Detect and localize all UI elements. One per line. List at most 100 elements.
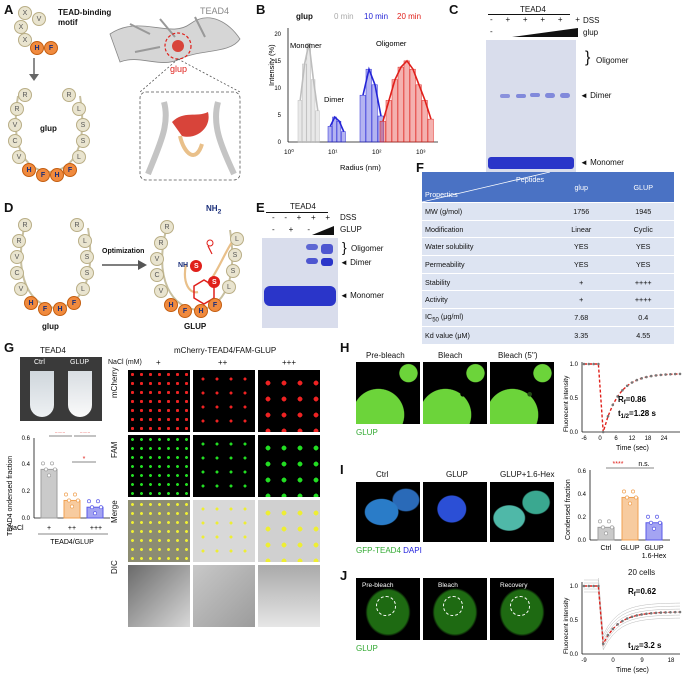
nh2-label: NH2 [206, 204, 222, 216]
bead: F [63, 163, 77, 177]
bead: H [53, 302, 67, 316]
frap-point [597, 362, 600, 366]
data-point [96, 499, 100, 504]
frap-point [611, 403, 615, 407]
properties-table: Peptides Properties glup GLUP MW (g/mol)… [422, 172, 674, 345]
dls-bar [403, 60, 410, 143]
dls-ytick: 0 [278, 140, 282, 146]
frap-point [630, 615, 634, 619]
svg-text:Ctrl: Ctrl [601, 545, 612, 552]
protein-label: TEAD4 [200, 6, 230, 16]
motif-title: TEAD-binding motif [58, 8, 112, 27]
bead: L [222, 280, 236, 294]
panel-label-c: C [449, 2, 459, 17]
svg-text:Rf=0.62: Rf=0.62 [628, 587, 657, 598]
gel-e-dss: - [284, 213, 287, 222]
data-point [655, 514, 659, 519]
optimization-arrow-icon [102, 260, 147, 270]
bead: H [164, 298, 178, 312]
data-point [607, 519, 611, 524]
panel-label-g: G [4, 340, 15, 355]
data-point [70, 504, 74, 509]
frap-point [669, 610, 672, 614]
frap-point [678, 372, 682, 376]
bead: L [230, 232, 244, 246]
th-properties: Properties [425, 190, 458, 199]
bead: L [76, 282, 90, 296]
dls-bar [359, 94, 366, 143]
panel-label-e: E [256, 200, 265, 215]
data-point [634, 495, 638, 500]
dls-bar [341, 131, 346, 143]
frap-point [640, 613, 643, 616]
gel-e-row1-label: DSS [340, 213, 357, 222]
legend-title: glup [296, 12, 313, 21]
svg-text:24: 24 [661, 436, 668, 442]
frap-point [582, 362, 586, 366]
dls-xtick: 10² [372, 149, 382, 156]
bead: R [12, 234, 26, 248]
svg-text:0.5: 0.5 [570, 618, 579, 624]
data-point [67, 498, 71, 503]
frap-point [606, 633, 610, 637]
dls-oligomer-label: Oligomer [376, 39, 407, 48]
frap-point [673, 372, 677, 376]
dls-bar [397, 66, 404, 143]
h-frap-chart: Fluorecent intensity Time (sec) 0.0 0.5 … [563, 362, 682, 452]
panel-label-f: F [416, 160, 424, 175]
frap-point [659, 373, 663, 377]
data-point [610, 525, 614, 530]
row-prop: Permeability [422, 255, 550, 274]
data-point [93, 511, 97, 516]
dls-fit-line [299, 43, 319, 111]
panel-label-h: H [340, 340, 350, 355]
dls-fit-line [382, 59, 432, 122]
frap-point [601, 430, 605, 434]
frap-point [645, 375, 648, 379]
dls-xtick: 10³ [416, 149, 426, 156]
data-point [631, 489, 635, 494]
g-xrow-label: NaCl [8, 525, 24, 532]
dls-ytick: 15 [274, 59, 281, 65]
gel-e-row2-label: GLUP [340, 225, 362, 234]
row-prop: MW (g/mol) [422, 202, 550, 221]
frap-point [625, 617, 629, 620]
tube-glup: GLUP [70, 359, 90, 366]
frap-point [664, 373, 667, 376]
dls-bar [297, 100, 303, 143]
frap-point [601, 642, 605, 646]
data-point [50, 461, 54, 466]
tube-ctrl: Ctrl [34, 359, 45, 366]
gel-c-glup: - [490, 27, 493, 36]
frap-point [592, 584, 595, 588]
frap-point [635, 378, 639, 382]
dls-bar [427, 118, 434, 143]
svg-text:0.0: 0.0 [570, 430, 579, 436]
svg-text:1.0: 1.0 [570, 362, 579, 368]
svg-text:6: 6 [614, 436, 618, 442]
data-point [622, 489, 626, 494]
bead: C [150, 268, 164, 282]
data-point [87, 499, 91, 504]
g-bar-chart: TEAD4 ondensed fraction 0.0 0.2 0.4 0.6 … [7, 432, 110, 546]
gel-c-dss: + [540, 15, 546, 24]
data-point [90, 505, 94, 510]
bead: H [24, 296, 38, 310]
svg-text:****: **** [80, 432, 91, 437]
gel-e-monomer: ◄ Monomer [340, 291, 384, 300]
data-point [625, 495, 629, 500]
row-prop: Stability [422, 273, 550, 292]
bead: L [72, 102, 86, 116]
bead: F [38, 302, 52, 316]
svg-text:0: 0 [611, 658, 615, 664]
svg-text:0.5: 0.5 [570, 396, 579, 402]
tubes-photo: Ctrl GLUP [20, 357, 102, 421]
optimization-label: Optimization [102, 248, 145, 255]
bead: V [10, 250, 24, 264]
bead: F [67, 296, 81, 310]
frap-point [649, 611, 653, 615]
gel-e-glup: - [307, 225, 310, 234]
svg-text:0.2: 0.2 [578, 515, 587, 521]
bar [645, 522, 663, 541]
dls-ytick: 10 [274, 86, 281, 92]
